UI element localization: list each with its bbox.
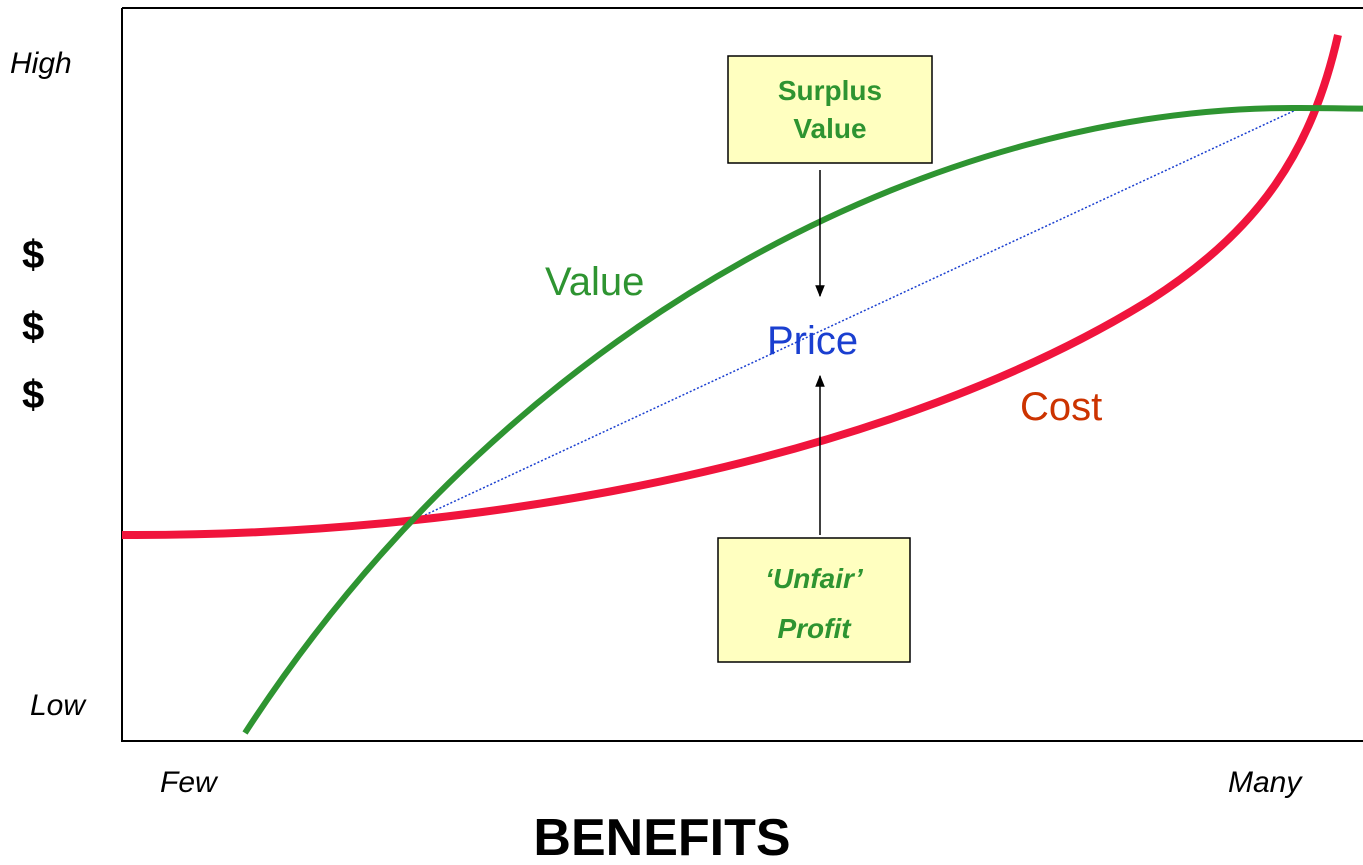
box-text: Surplus	[778, 75, 882, 106]
price-label: Price	[767, 319, 858, 363]
y-high: High	[10, 47, 72, 80]
axes	[121, 7, 1363, 742]
y-symbol: $	[22, 233, 44, 277]
y-symbol: $	[22, 373, 44, 417]
y-low: Low	[30, 689, 87, 722]
box-text: Profit	[777, 613, 852, 644]
value-label: Value	[545, 260, 644, 304]
y-symbol: $	[22, 305, 44, 349]
profit-box	[717, 537, 911, 663]
x-title: BENEFITS	[533, 809, 790, 865]
box-text: Value	[793, 113, 866, 144]
x-few: Few	[160, 766, 219, 799]
value-curve	[242, 104, 1363, 735]
surplus-box	[727, 55, 933, 164]
cost-label: Cost	[1020, 385, 1102, 429]
price-line	[424, 107, 1301, 516]
x-many: Many	[1228, 766, 1303, 799]
box-text: ‘Unfair’	[765, 563, 864, 594]
